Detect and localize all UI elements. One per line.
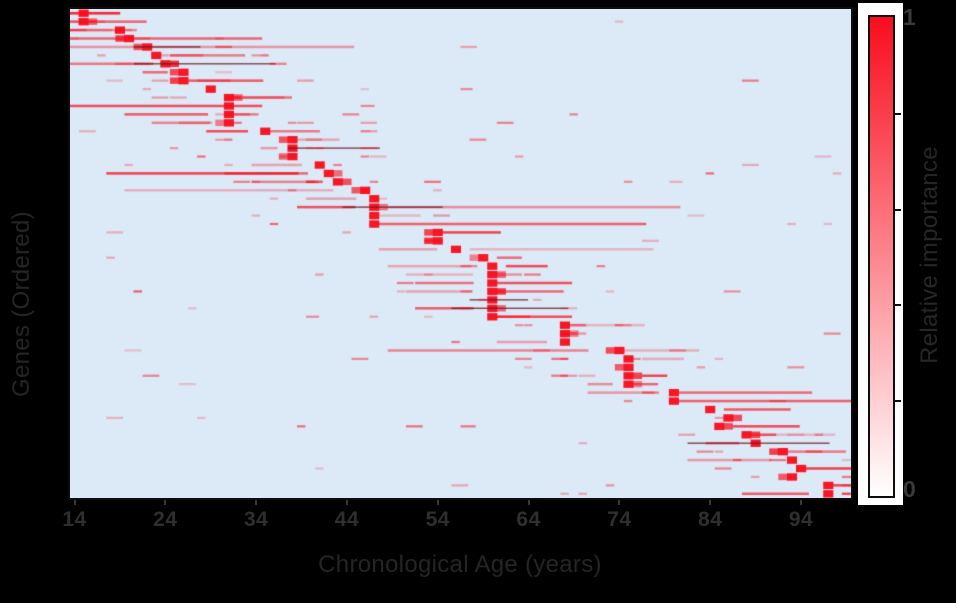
x-tick-mark	[618, 500, 621, 505]
colorbar-gradient	[868, 15, 895, 498]
colorbar-minor-tick	[895, 208, 901, 211]
x-tick-label: 34	[243, 508, 269, 531]
colorbar-minor-tick	[895, 400, 901, 403]
x-tick-label: 14	[62, 508, 87, 531]
x-tick-label: 44	[334, 508, 360, 531]
x-tick-mark	[73, 500, 76, 505]
x-tick-mark	[164, 500, 167, 505]
colorbar-title: Relative importance	[916, 146, 943, 364]
x-tick-label: 74	[607, 508, 632, 531]
colorbar-minor-tick	[895, 304, 901, 307]
heatmap-canvas	[70, 9, 851, 498]
x-tick-label: 64	[516, 508, 541, 531]
colorbar-minor-tick	[895, 112, 901, 115]
heatmap-plot	[68, 7, 853, 500]
x-tick-mark	[709, 500, 712, 505]
x-tick-label: 24	[153, 508, 178, 531]
x-tick-mark	[527, 500, 530, 505]
x-axis-title: Chronological Age (years)	[318, 551, 602, 578]
x-tick-label: 94	[788, 508, 814, 531]
x-tick-mark	[255, 500, 258, 505]
colorbar-max-label: 1	[903, 4, 916, 30]
x-tick-label: 54	[425, 508, 450, 531]
y-axis-title: Genes (Ordered)	[8, 211, 35, 397]
x-tick-mark	[800, 500, 803, 505]
x-tick-label: 84	[698, 508, 723, 531]
x-tick-mark	[345, 500, 348, 505]
x-tick-mark	[436, 500, 439, 505]
colorbar-min-label: 0	[903, 476, 916, 502]
